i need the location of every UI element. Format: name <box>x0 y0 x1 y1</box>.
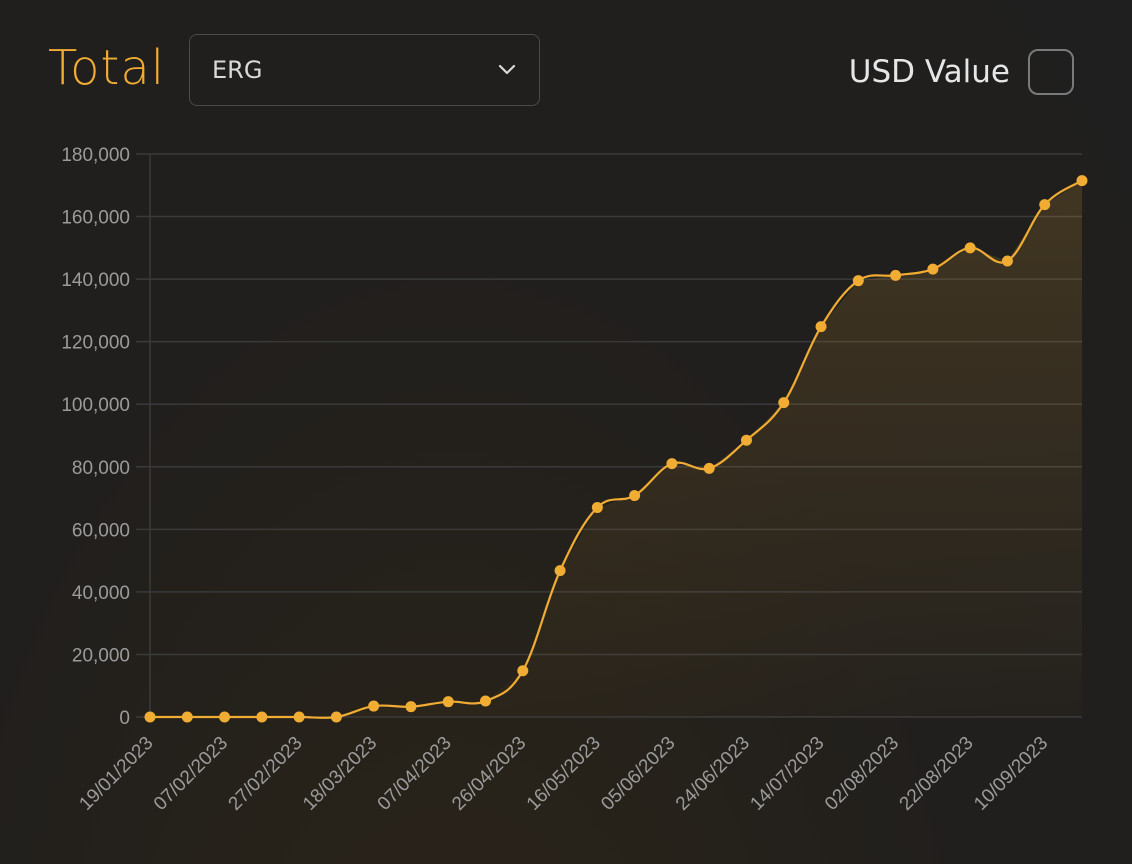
y-tick-label: 160,000 <box>61 208 130 229</box>
data-point[interactable] <box>964 242 976 254</box>
data-point[interactable] <box>442 696 454 708</box>
chevron-down-icon <box>497 60 517 80</box>
currency-select-value: ERG <box>212 56 263 84</box>
usd-value-checkbox[interactable] <box>1028 49 1074 95</box>
data-point[interactable] <box>517 665 529 677</box>
data-point[interactable] <box>1076 175 1088 187</box>
y-tick-label: 80,000 <box>72 458 130 479</box>
x-tick-label: 18/03/2023 <box>299 733 381 815</box>
data-point[interactable] <box>256 711 268 723</box>
data-point[interactable] <box>629 490 641 502</box>
y-tick-label: 120,000 <box>61 333 130 354</box>
data-point[interactable] <box>778 397 790 409</box>
data-point[interactable] <box>666 458 678 470</box>
data-point[interactable] <box>852 275 864 287</box>
x-tick-label: 19/01/2023 <box>75 733 157 815</box>
data-point[interactable] <box>1001 255 1013 267</box>
x-tick-label: 27/02/2023 <box>225 733 307 815</box>
data-point[interactable] <box>368 700 380 712</box>
x-tick-label: 16/05/2023 <box>523 733 605 815</box>
y-tick-label: 20,000 <box>72 645 130 666</box>
data-point[interactable] <box>740 434 752 446</box>
data-point[interactable] <box>144 711 156 723</box>
data-point[interactable] <box>703 462 715 474</box>
data-point[interactable] <box>480 695 492 707</box>
data-point[interactable] <box>293 711 305 723</box>
data-point[interactable] <box>591 501 603 513</box>
currency-select[interactable]: ERG <box>189 34 540 106</box>
x-tick-label: 05/06/2023 <box>597 733 679 815</box>
y-tick-label: 40,000 <box>72 583 130 604</box>
x-tick-label: 22/08/2023 <box>896 733 978 815</box>
y-tick-label: 0 <box>119 708 130 729</box>
usd-value-label: USD Value <box>848 54 1010 90</box>
x-tick-label: 24/06/2023 <box>672 733 754 815</box>
data-point[interactable] <box>1039 199 1051 211</box>
x-tick-label: 02/08/2023 <box>821 733 903 815</box>
data-point[interactable] <box>554 565 566 577</box>
series-area <box>150 180 1082 717</box>
data-point[interactable] <box>219 711 231 723</box>
data-point[interactable] <box>405 701 417 713</box>
x-tick-label: 07/04/2023 <box>374 733 456 815</box>
usd-value-toggle: USD Value <box>849 48 1074 96</box>
x-tick-label: 14/07/2023 <box>746 733 828 815</box>
data-point[interactable] <box>330 711 342 723</box>
data-point[interactable] <box>181 711 193 723</box>
data-point[interactable] <box>815 321 827 333</box>
data-point[interactable] <box>927 263 939 275</box>
x-tick-label: 26/04/2023 <box>448 733 530 815</box>
y-tick-label: 100,000 <box>61 395 130 416</box>
x-tick-label: 10/09/2023 <box>970 733 1052 815</box>
y-tick-label: 60,000 <box>72 520 130 541</box>
y-tick-label: 180,000 <box>61 145 130 166</box>
page-title: Total <box>48 40 166 96</box>
data-point[interactable] <box>890 269 902 281</box>
x-tick-label: 07/02/2023 <box>150 733 232 815</box>
y-tick-label: 140,000 <box>61 270 130 291</box>
